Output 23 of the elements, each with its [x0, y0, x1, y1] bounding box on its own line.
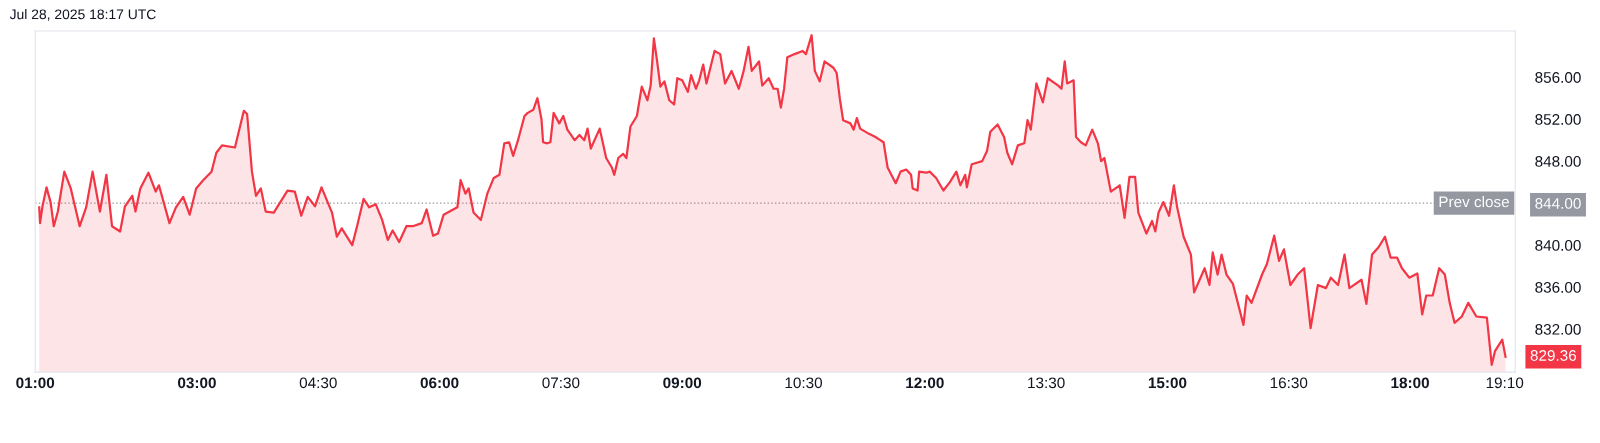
x-tick-label: 18:00 [1391, 377, 1429, 389]
x-tick-label: 03:00 [178, 377, 216, 389]
ref-line-label: Prev close [1439, 196, 1509, 208]
y-tick-label: 840.00 [1535, 239, 1581, 251]
x-tick-label: 01:00 [16, 377, 55, 389]
y-tick-label: 852.00 [1535, 114, 1581, 125]
x-tick-label: 09:00 [663, 377, 702, 389]
x-tick-label: 19:10 [1486, 377, 1524, 389]
x-tick-label: 12:00 [906, 377, 944, 389]
text: 829.36 [1530, 350, 1577, 361]
y-tick-label: 848.00 [1535, 156, 1581, 167]
x-tick-label: 10:30 [785, 377, 823, 389]
x-tick-label: 07:30 [542, 377, 580, 389]
text: Jul 28, 2025 18:17 UTC [9, 9, 156, 21]
x-tick-label: 16:30 [1270, 377, 1308, 389]
x-tick-label: 06:00 [420, 377, 459, 389]
y-tick-label: 836.00 [1535, 281, 1581, 293]
y-tick-label: 856.00 [1535, 72, 1581, 83]
x-tick-label: 15:00 [1148, 377, 1187, 389]
x-tick-label: 04:30 [299, 377, 337, 389]
x-tick-label: 13:30 [1028, 377, 1065, 389]
y-tick-label: 832.00 [1535, 323, 1581, 335]
y-tick-label: 844.00 [1535, 198, 1581, 209]
